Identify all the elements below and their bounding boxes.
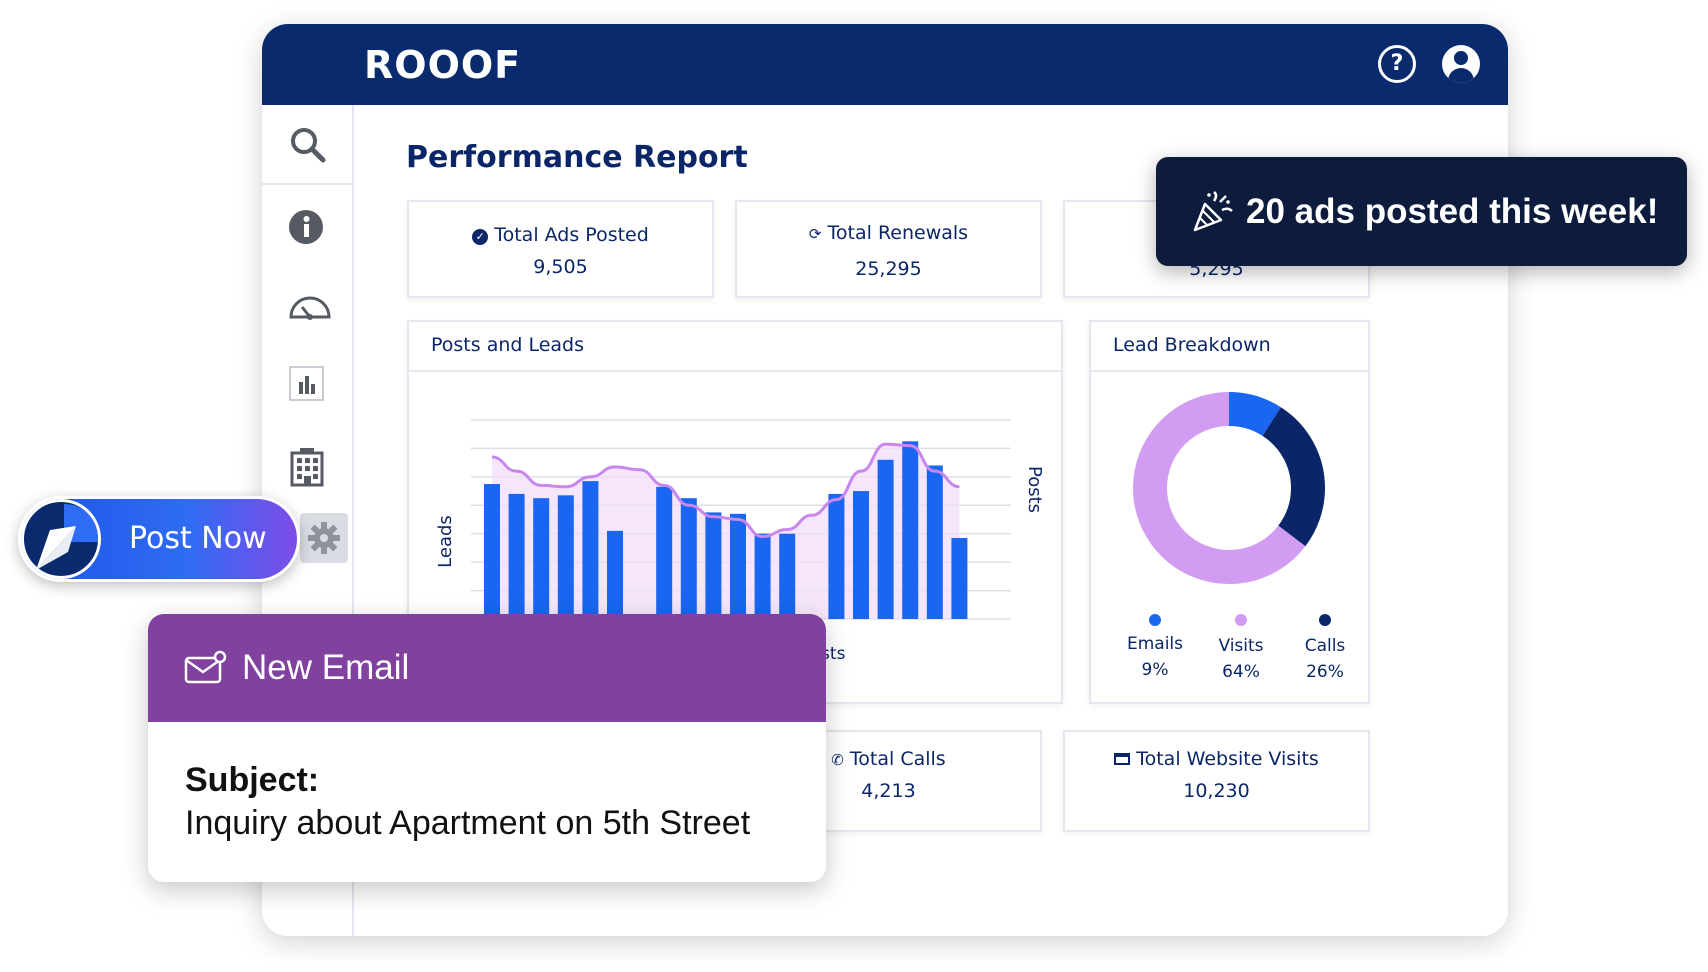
legend-dot bbox=[1235, 614, 1247, 626]
browser-icon bbox=[1114, 753, 1131, 765]
user-avatar-icon[interactable] bbox=[1442, 45, 1480, 83]
posts-bar[interactable] bbox=[877, 459, 894, 619]
lead-breakdown-donut bbox=[1133, 392, 1325, 584]
stat-card-website-visits[interactable]: Total Website Visits 10,230 bbox=[1063, 730, 1370, 832]
gear-icon bbox=[308, 522, 340, 554]
leads-line bbox=[491, 442, 960, 539]
legend-dot bbox=[1319, 614, 1331, 626]
notification-toast[interactable]: 20 ads posted this week! bbox=[1156, 157, 1687, 266]
posts-bar[interactable] bbox=[582, 481, 599, 619]
posts-bar[interactable] bbox=[607, 530, 623, 619]
posts-bar[interactable] bbox=[779, 533, 796, 619]
post-now-icon-circle bbox=[21, 499, 101, 579]
email-title: New Email bbox=[242, 648, 410, 687]
envelope-icon bbox=[184, 650, 227, 684]
sidebar-item-properties[interactable] bbox=[262, 427, 352, 507]
search-icon bbox=[291, 128, 326, 163]
donut-slice-visits[interactable] bbox=[1133, 392, 1325, 584]
phone-icon: ✆ bbox=[831, 751, 844, 769]
cursor-arrow-icon bbox=[36, 504, 98, 570]
stat-label: Total Website Visits bbox=[1136, 748, 1319, 770]
legend-name: Calls bbox=[1304, 636, 1346, 656]
page-title: Performance Report bbox=[406, 140, 748, 175]
speedometer-icon bbox=[289, 296, 331, 320]
posts-bar[interactable] bbox=[680, 498, 697, 619]
legend-name: Visits bbox=[1218, 636, 1264, 656]
posts-bar[interactable] bbox=[533, 498, 550, 619]
stat-card-ads-posted[interactable]: ✓ Total Ads Posted 9,505 bbox=[407, 200, 714, 298]
check-circle-icon: ✓ bbox=[472, 229, 489, 245]
email-subject-label: Subject: bbox=[185, 761, 320, 799]
y2-axis-label: Posts bbox=[1024, 466, 1045, 513]
posts-and-leads-panel: Posts and Leads Leads Posts Posts bbox=[407, 320, 1063, 704]
post-now-button[interactable]: Post Now bbox=[18, 496, 300, 582]
posts-bar[interactable] bbox=[730, 513, 746, 619]
posts-bar[interactable] bbox=[754, 533, 771, 619]
stat-label: Total Ads Posted bbox=[494, 224, 649, 246]
posts-bar[interactable] bbox=[828, 493, 845, 619]
stat-label-row: ✓ Total Ads Posted bbox=[409, 224, 712, 246]
posts-bar[interactable] bbox=[951, 537, 968, 619]
legend-dot bbox=[1149, 614, 1161, 626]
stat-label: Total Calls bbox=[849, 748, 946, 770]
email-header: New Email bbox=[148, 614, 826, 722]
legend-percent: 9% bbox=[1141, 660, 1169, 680]
posts-bar[interactable] bbox=[902, 441, 919, 619]
stat-card-renewals[interactable]: ⟳ Total Renewals 25,295 bbox=[735, 200, 1042, 298]
panel-title: Lead Breakdown bbox=[1113, 334, 1271, 356]
posts-leads-chart: Leads Posts bbox=[435, 419, 1045, 620]
toast-message: 20 ads posted this week! bbox=[1246, 192, 1659, 231]
stat-value: 25,295 bbox=[855, 258, 922, 280]
sidebar-item-info[interactable] bbox=[262, 189, 352, 269]
donut-slice-calls[interactable] bbox=[1133, 392, 1325, 584]
legend-percent: 64% bbox=[1222, 662, 1260, 682]
new-email-card[interactable]: New Email Subject: Inquiry about Apartme… bbox=[148, 614, 826, 882]
email-subject: Inquiry about Apartment on 5th Street bbox=[185, 804, 751, 842]
y-axis-label: Leads bbox=[435, 515, 456, 568]
posts-bar[interactable] bbox=[656, 486, 673, 619]
stat-value: 4,213 bbox=[861, 780, 916, 802]
legend-percent: 26% bbox=[1306, 662, 1344, 682]
sidebar-item-reports[interactable] bbox=[262, 345, 352, 425]
posts-bar[interactable] bbox=[926, 465, 943, 619]
sidebar-item-performance[interactable] bbox=[262, 269, 352, 349]
posts-bar[interactable] bbox=[557, 495, 574, 619]
posts-bar[interactable] bbox=[508, 493, 525, 619]
building-icon bbox=[290, 448, 324, 487]
sidebar-item-search[interactable] bbox=[262, 105, 352, 185]
stat-label: Total Renewals bbox=[827, 222, 969, 244]
legend-name: Emails bbox=[1126, 634, 1184, 654]
post-now-label: Post Now bbox=[129, 521, 267, 556]
refresh-icon: ⟳ bbox=[808, 225, 822, 243]
stat-label-row: ⟳ Total Renewals bbox=[737, 222, 1040, 244]
lead-breakdown-panel: Lead Breakdown Emails 9% Visits 64% Calls 26% bbox=[1089, 320, 1370, 704]
stat-label-row: Total Website Visits bbox=[1065, 748, 1368, 770]
sidebar-item-settings[interactable] bbox=[300, 513, 348, 563]
posts-bar[interactable] bbox=[484, 483, 500, 619]
bar-chart-icon bbox=[289, 366, 324, 401]
panel-title: Posts and Leads bbox=[431, 334, 585, 356]
info-icon bbox=[289, 210, 323, 244]
stat-value: 9,505 bbox=[533, 256, 588, 278]
posts-bar[interactable] bbox=[853, 491, 869, 619]
app-logo[interactable]: ROOOF bbox=[364, 43, 522, 87]
stat-value: 10,230 bbox=[1183, 780, 1250, 802]
stat-label-row: ✆ Total Calls bbox=[737, 748, 1040, 770]
top-bar: ROOOF ? bbox=[262, 24, 1508, 105]
question-circle-icon[interactable]: ? bbox=[1378, 45, 1416, 83]
party-popper-icon bbox=[1193, 191, 1233, 232]
posts-bar[interactable] bbox=[705, 512, 722, 619]
